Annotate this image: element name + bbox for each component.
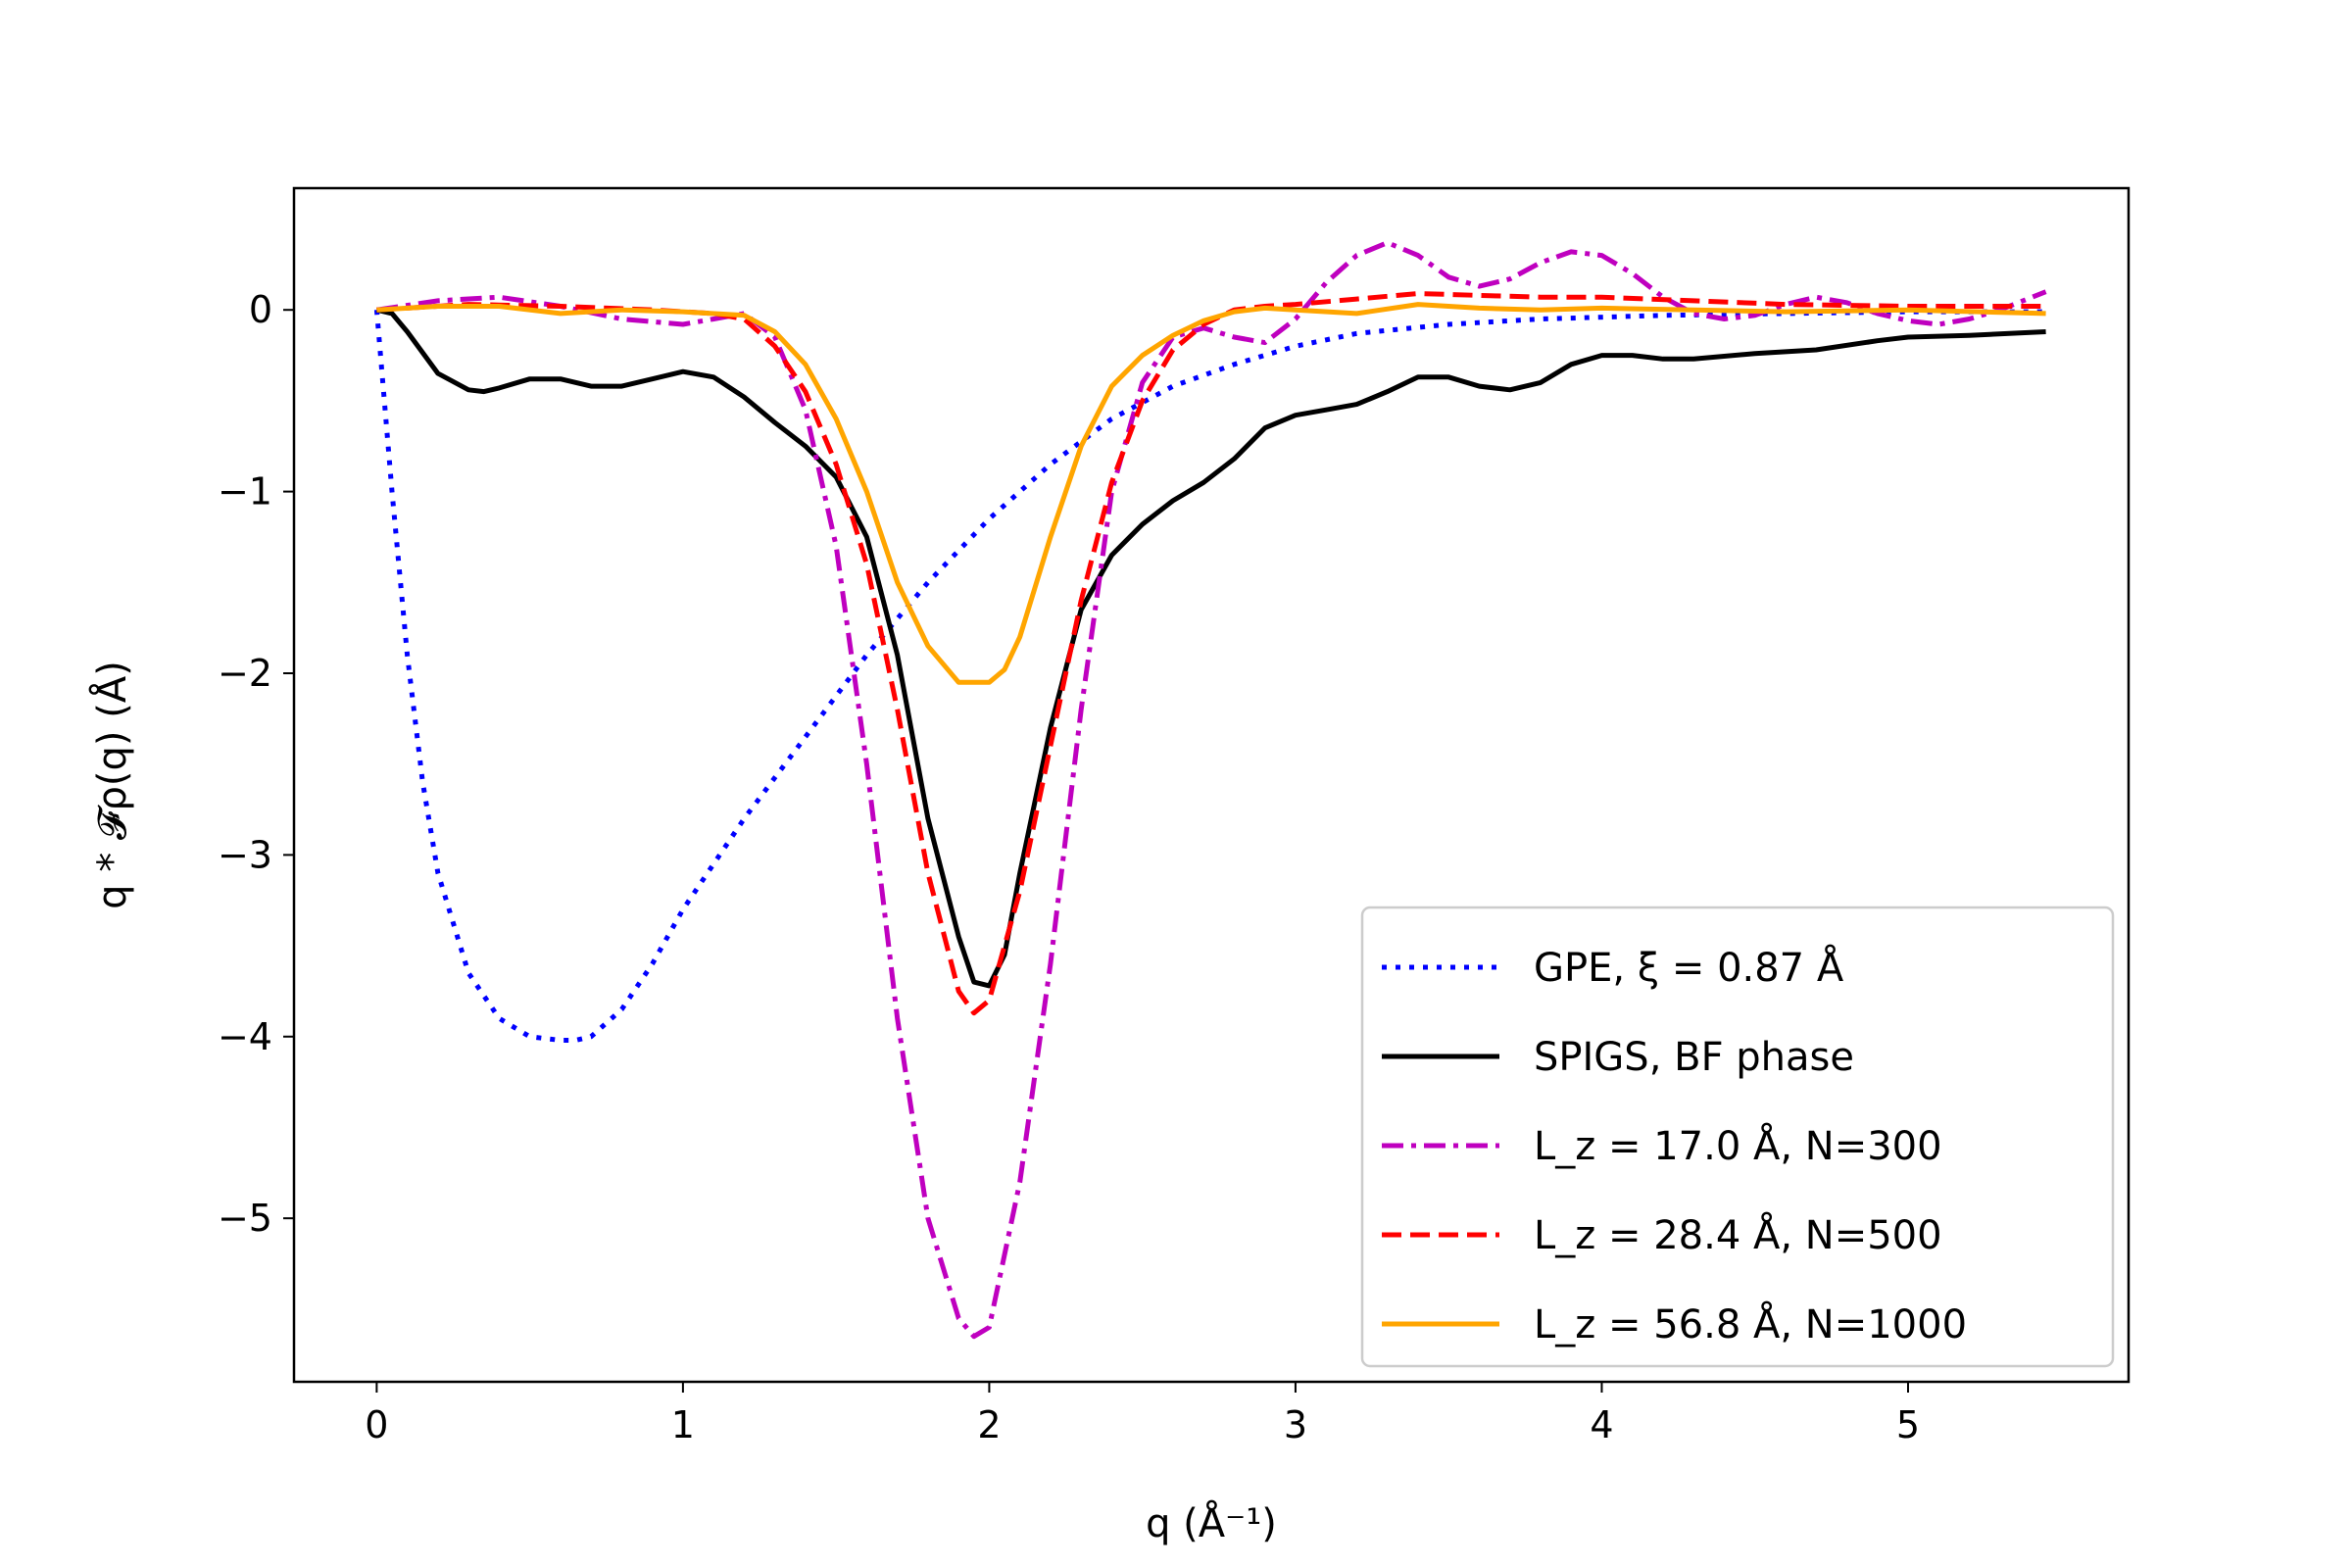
y-tick-label: −2 [218, 652, 272, 695]
series-line-5-l-z-56-8-n-1000 [376, 302, 2046, 685]
y-tick-label: 0 [249, 288, 272, 331]
x-tick-label: 1 [671, 1403, 695, 1446]
legend-label-2: SPIGS, BF phase [1534, 1035, 1854, 1080]
y-axis-label: q * 𝓕ρ(q) (Å) [88, 661, 135, 909]
legend-box [1360, 906, 2115, 1368]
x-tick-label: 4 [1590, 1403, 1613, 1446]
legend-label-1: GPE, ξ = 0.87 Å [1534, 944, 1844, 991]
legend: GPE, ξ = 0.87 Å SPIGS, BF phase L_z = 17.0… [1360, 906, 2115, 1368]
x-axis-label: q (Å⁻¹) [1146, 1499, 1277, 1546]
x-tick-label: 2 [977, 1403, 1001, 1446]
legend-label-3: L_z = 17.0 Å, N=300 [1534, 1122, 1942, 1169]
x-axis-ticks: 0 1 2 3 4 5 [365, 1382, 1920, 1446]
legend-label-4: L_z = 28.4 Å, N=500 [1534, 1211, 1942, 1258]
y-tick-label: −5 [218, 1197, 272, 1240]
x-tick-label: 3 [1284, 1403, 1307, 1446]
y-tick-label: −4 [218, 1015, 272, 1058]
plot-frame [292, 186, 2131, 1384]
x-tick-label: 0 [365, 1403, 388, 1446]
y-tick-label: −1 [218, 470, 272, 514]
x-tick-label: 5 [1896, 1403, 1920, 1446]
series-line-2-spigs-bf-phase [375, 307, 2046, 989]
series-line-4-l-z-28-4-n-500 [376, 291, 2046, 1016]
series-line-1-gpe-0-87 [373, 309, 2046, 1043]
legend-label-5: L_z = 56.8 Å, N=1000 [1534, 1300, 1967, 1348]
series-layer [373, 240, 2047, 1340]
y-tick-label: −3 [218, 833, 272, 876]
y-axis-ticks: 0 −1 −2 −3 −4 −5 [218, 288, 294, 1240]
